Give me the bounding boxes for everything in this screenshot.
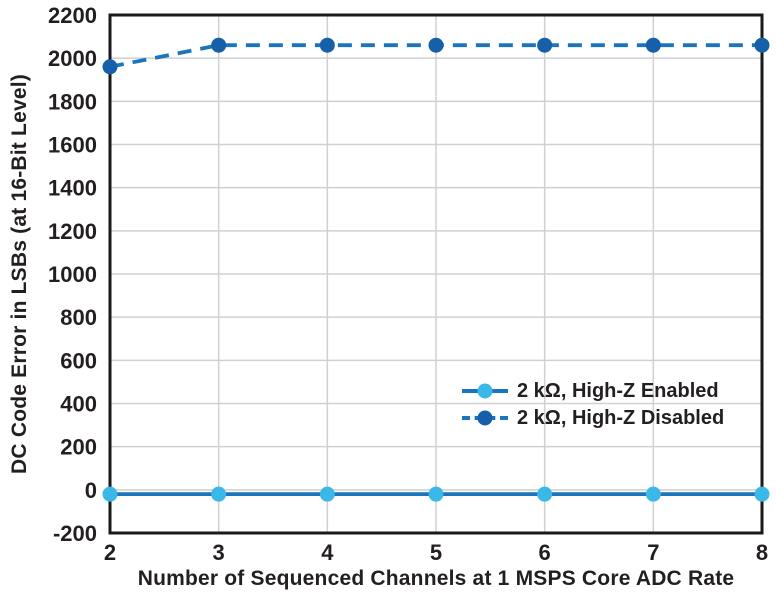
- x-tick-label: 5: [430, 540, 442, 565]
- data-point-marker: [754, 486, 770, 502]
- x-tick-label: 7: [647, 540, 659, 565]
- y-tick-label: 1600: [48, 133, 97, 158]
- x-tick-label: 6: [539, 540, 551, 565]
- data-point-marker: [319, 486, 335, 502]
- y-tick-label: 1000: [48, 262, 97, 287]
- data-point-marker: [428, 486, 444, 502]
- y-tick-label: 2200: [48, 3, 97, 28]
- legend-line-sample-solid: [462, 383, 508, 399]
- x-tick-label: 8: [756, 540, 768, 565]
- legend-item-highz-disabled: 2 kΩ, High-Z Disabled: [462, 406, 724, 430]
- data-point-marker: [537, 37, 553, 53]
- legend-marker-enabled-icon: [477, 383, 493, 399]
- data-point-marker: [645, 37, 661, 53]
- legend-item-highz-enabled: 2 kΩ, High-Z Enabled: [462, 379, 724, 403]
- data-point-marker: [537, 486, 553, 502]
- y-tick-label: -200: [53, 521, 97, 546]
- y-tick-label: 1400: [48, 176, 97, 201]
- y-tick-label: 1200: [48, 219, 97, 244]
- legend-label-enabled: 2 kΩ, High-Z Enabled: [517, 380, 719, 402]
- x-tick-label: 4: [321, 540, 334, 565]
- x-tick-label: 2: [104, 540, 116, 565]
- y-tick-label: 0: [85, 478, 97, 503]
- y-tick-label: 200: [60, 435, 97, 460]
- legend-label-disabled: 2 kΩ, High-Z Disabled: [517, 407, 725, 429]
- x-axis-title: Number of Sequenced Channels at 1 MSPS C…: [137, 567, 735, 590]
- data-point-marker: [319, 37, 335, 53]
- data-point-marker: [645, 486, 661, 502]
- legend-line-sample-dashed: [462, 410, 508, 426]
- y-tick-label: 2000: [48, 46, 97, 71]
- data-point-marker: [211, 37, 227, 53]
- data-point-marker: [211, 486, 227, 502]
- x-tick-label: 3: [213, 540, 225, 565]
- y-axis-title: DC Code Error in LSBs (at 16-Bit Level): [8, 74, 31, 474]
- y-tick-label: 600: [60, 348, 97, 373]
- y-tick-label: 800: [60, 305, 97, 330]
- plot-border: [108, 13, 764, 535]
- y-tick-label: 400: [60, 392, 97, 417]
- data-point-marker: [102, 486, 118, 502]
- legend-marker-disabled-icon: [477, 410, 493, 426]
- y-tick-label: 1800: [48, 89, 97, 114]
- data-point-marker: [102, 59, 118, 75]
- data-point-marker: [428, 37, 444, 53]
- legend: 2 kΩ, High-Z Enabled 2 kΩ, High-Z Disabl…: [462, 379, 724, 430]
- data-point-marker: [754, 37, 770, 53]
